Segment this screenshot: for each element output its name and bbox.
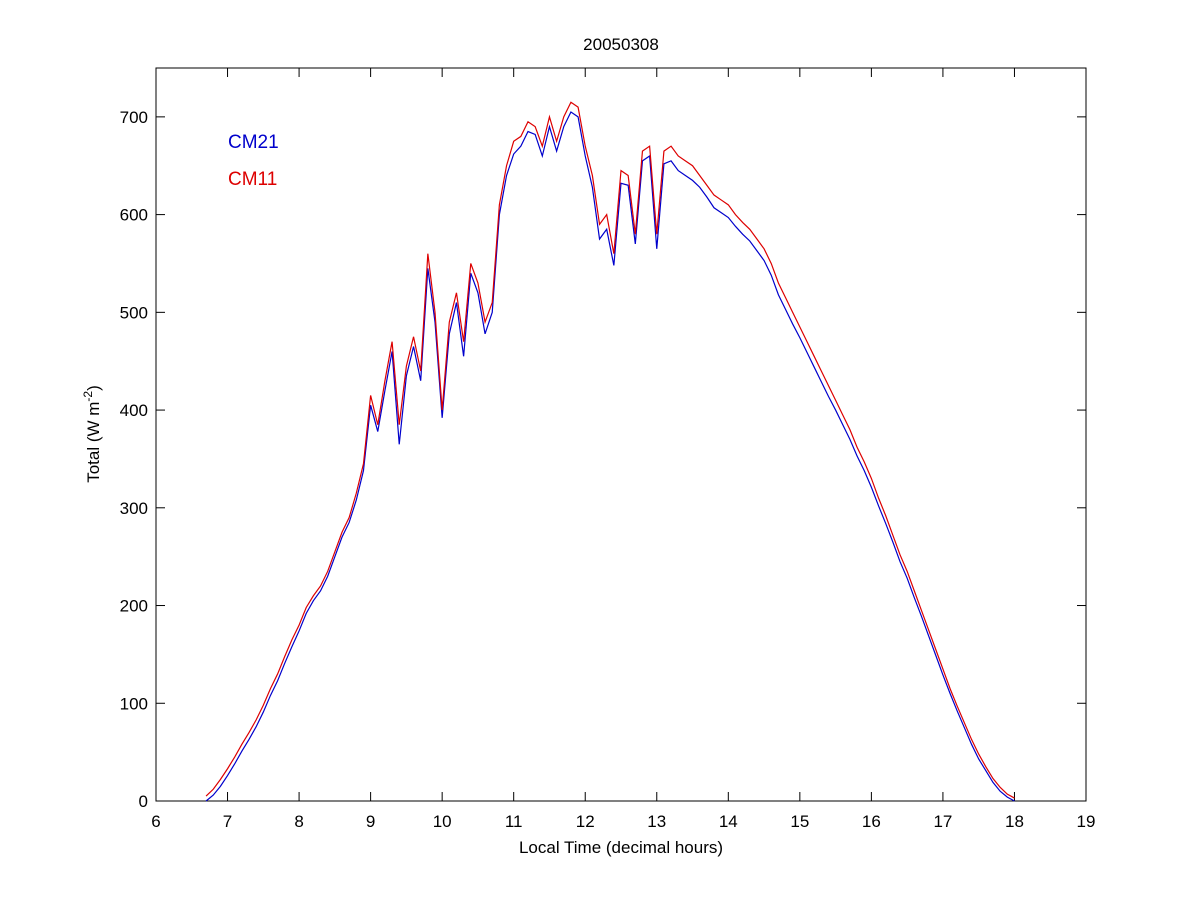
y-tick-label: 500 [120, 303, 148, 322]
x-tick-label: 14 [719, 812, 738, 831]
x-axis-label: Local Time (decimal hours) [519, 838, 723, 857]
x-tick-label: 9 [366, 812, 375, 831]
y-tick-label: 100 [120, 694, 148, 713]
x-tick-label: 18 [1005, 812, 1024, 831]
y-axis-label-end: ) [84, 385, 103, 391]
y-tick-label: 400 [120, 401, 148, 420]
data-line [205, 111, 1015, 802]
x-tick-label: 17 [933, 812, 952, 831]
data-line [205, 101, 1015, 799]
y-axis-label: Total (W m-2) [81, 385, 103, 483]
y-tick-label: 700 [120, 108, 148, 127]
x-tick-label: 7 [223, 812, 232, 831]
y-axis-label-sup: -2 [81, 391, 95, 402]
x-tick-label: 6 [151, 812, 160, 831]
x-tick-label: 16 [862, 812, 881, 831]
chart-title: 20050308 [583, 35, 659, 54]
x-tick-label: 15 [790, 812, 809, 831]
x-tick-label: 10 [433, 812, 452, 831]
y-tick-label: 200 [120, 597, 148, 616]
legend-label: CM21 [228, 132, 279, 153]
plot-frame [155, 67, 1087, 802]
x-tick-label: 11 [505, 812, 523, 831]
y-tick-label: 0 [139, 792, 148, 811]
x-tick-label: 12 [576, 812, 595, 831]
x-tick-label: 13 [647, 812, 666, 831]
legend-label: CM11 [228, 169, 277, 190]
x-tick-label: 19 [1077, 812, 1096, 831]
y-tick-label: 600 [120, 206, 148, 225]
x-tick-label: 8 [294, 812, 303, 831]
y-axis-label-main: Total (W m [84, 402, 103, 483]
y-tick-label: 300 [120, 499, 148, 518]
